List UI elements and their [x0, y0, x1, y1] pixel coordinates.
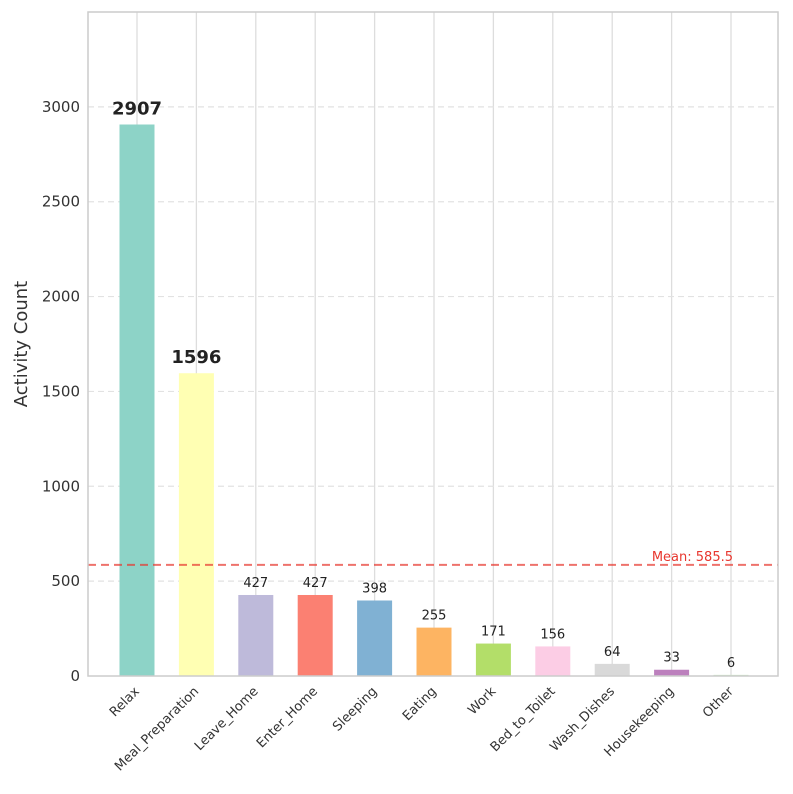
y-tick-label: 0	[70, 667, 80, 685]
bar-layer	[119, 124, 749, 677]
x-tick-label: Work	[465, 684, 499, 718]
x-tick-label: Enter_Home	[254, 684, 321, 751]
bar	[475, 643, 511, 676]
x-tick-label: Sleeping	[330, 684, 380, 734]
mean-layer: Mean: 585.5	[88, 550, 778, 566]
x-tick-label: Relax	[107, 684, 143, 720]
data-label: 6	[727, 656, 735, 671]
y-tick-label: 500	[51, 572, 80, 590]
y-axis-label: Activity Count	[11, 281, 32, 408]
data-label: 1596	[171, 347, 221, 368]
bar	[416, 627, 452, 676]
bar	[297, 594, 333, 676]
x-tick-label: Leave_Home	[192, 684, 262, 754]
bar	[654, 669, 690, 676]
plot-frame	[87, 11, 779, 677]
y-tick-label: 2000	[42, 288, 80, 306]
bar	[238, 594, 274, 676]
data-label: 171	[481, 625, 506, 640]
label-layer: 2907 1596 427 427 398 255 171 156 64 33 6	[112, 99, 735, 671]
x-tick-label: Other	[700, 684, 737, 721]
bar	[535, 646, 571, 676]
y-tick-label: 1000	[42, 477, 80, 495]
data-label: 427	[243, 576, 268, 591]
data-label: 398	[362, 581, 387, 596]
data-label: 427	[303, 576, 328, 591]
bar	[119, 124, 155, 677]
data-label: 255	[422, 609, 447, 624]
bar	[178, 373, 214, 676]
y-tick-label: 1500	[42, 382, 80, 400]
data-label: 2907	[112, 99, 162, 120]
bar	[594, 663, 630, 676]
data-label: 33	[663, 651, 680, 666]
data-label: 64	[604, 645, 621, 660]
mean-label: Mean: 585.5	[652, 550, 733, 565]
data-label: 156	[540, 627, 565, 642]
bar	[357, 600, 393, 676]
x-tick-label: Eating	[400, 684, 440, 724]
y-tick-label: 2500	[42, 193, 80, 211]
y-tick-label: 3000	[42, 98, 80, 116]
